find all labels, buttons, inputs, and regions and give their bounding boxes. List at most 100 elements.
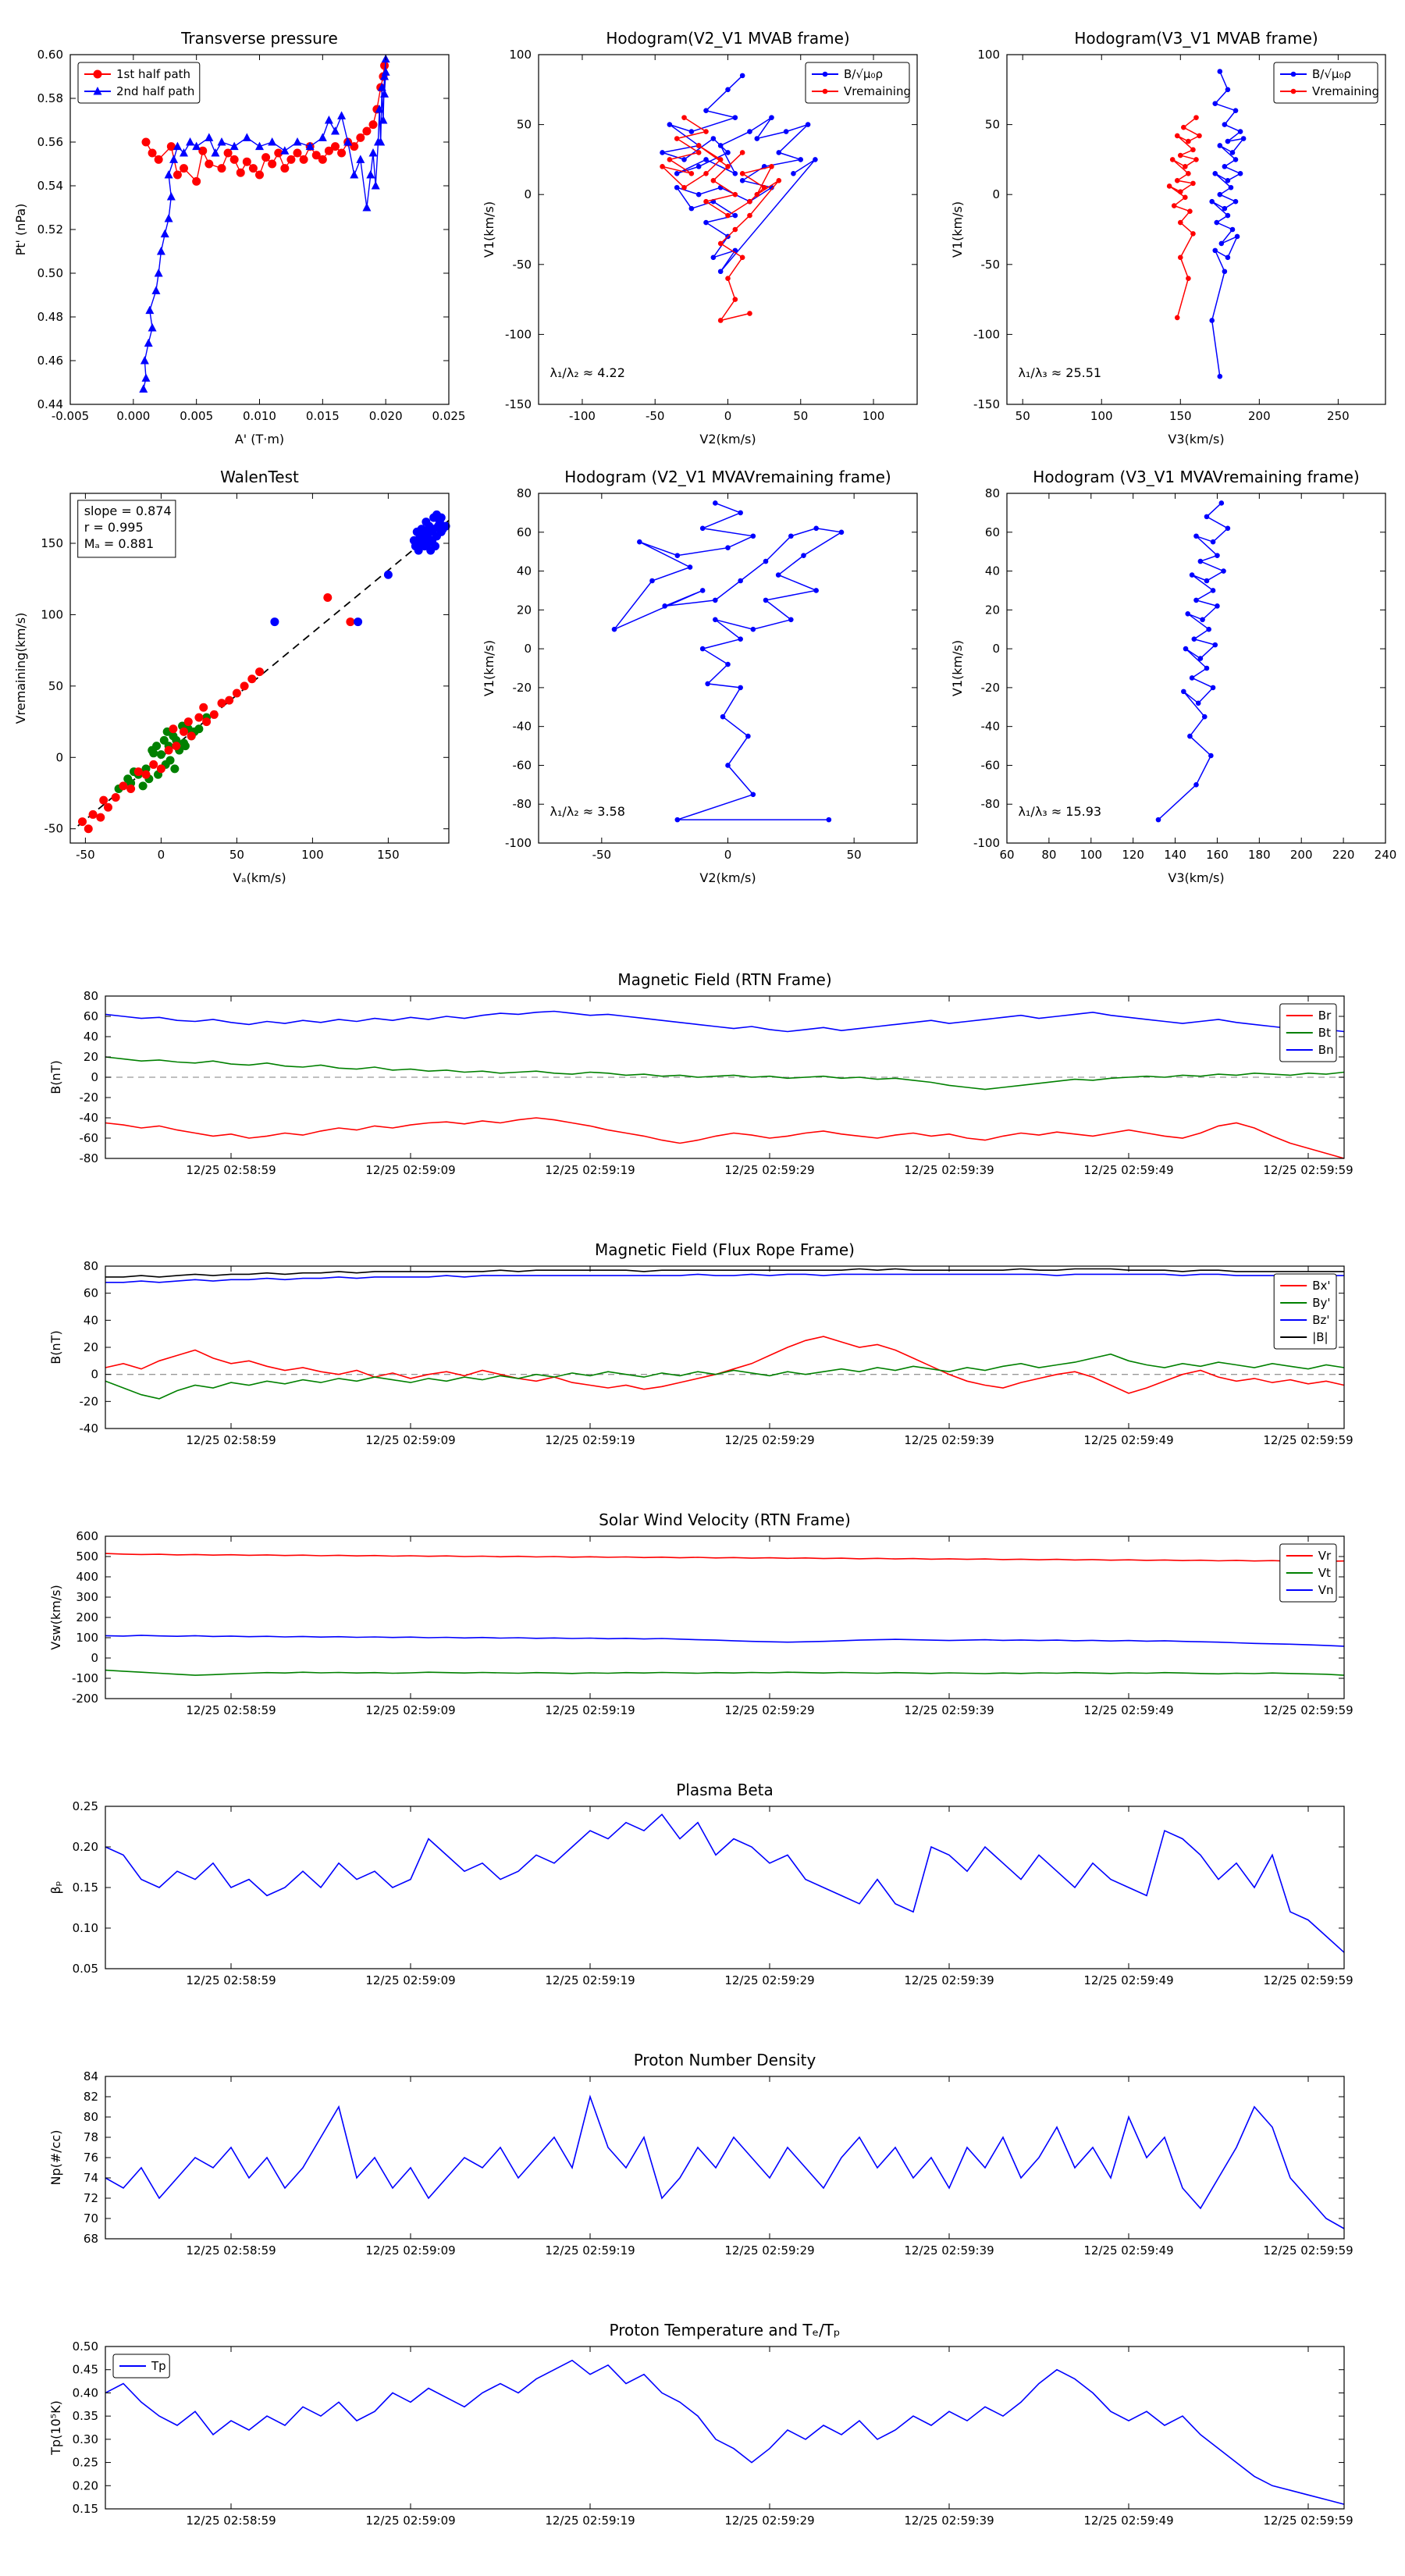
svg-text:100: 100 [41, 607, 63, 621]
svg-text:0: 0 [524, 187, 532, 201]
svg-text:0.54: 0.54 [37, 179, 63, 193]
svg-text:500: 500 [76, 1550, 98, 1564]
svg-text:120: 120 [1122, 848, 1144, 862]
svg-text:0.44: 0.44 [37, 397, 63, 411]
svg-text:-150: -150 [973, 397, 1000, 411]
svg-text:12/25 02:59:39: 12/25 02:59:39 [904, 2243, 994, 2258]
svg-text:0.25: 0.25 [73, 2456, 98, 2470]
svg-text:V3(km/s): V3(km/s) [1168, 432, 1224, 447]
svg-text:220: 220 [1332, 848, 1355, 862]
svg-text:50: 50 [229, 848, 244, 862]
svg-text:Br: Br [1318, 1009, 1332, 1023]
svg-text:70: 70 [84, 2211, 98, 2226]
svg-text:slope = 0.874: slope = 0.874 [84, 503, 172, 518]
svg-text:0.05: 0.05 [73, 1962, 98, 1976]
svg-text:0: 0 [91, 1070, 98, 1084]
svg-text:300: 300 [76, 1590, 98, 1604]
svg-text:12/25 02:58:59: 12/25 02:58:59 [186, 1433, 276, 1447]
svg-text:12/25 02:59:09: 12/25 02:59:09 [365, 1163, 455, 1177]
svg-text:Mₐ = 0.881: Mₐ = 0.881 [84, 536, 154, 551]
svg-text:Solar Wind Velocity (RTN Frame: Solar Wind Velocity (RTN Frame) [599, 1510, 851, 1529]
svg-text:Vremaining: Vremaining [844, 84, 911, 98]
svg-text:12/25 02:59:49: 12/25 02:59:49 [1083, 1973, 1173, 1987]
svg-text:B/√μ₀ρ: B/√μ₀ρ [844, 67, 883, 81]
svg-text:20: 20 [84, 1050, 98, 1064]
svg-text:20: 20 [84, 1340, 98, 1354]
svg-text:50: 50 [48, 679, 63, 693]
svg-text:-20: -20 [981, 681, 1001, 695]
svg-text:r = 0.995: r = 0.995 [84, 520, 144, 535]
svg-text:12/25 02:59:29: 12/25 02:59:29 [724, 1163, 814, 1177]
svg-text:B(nT): B(nT) [48, 1330, 63, 1364]
svg-text:Vn: Vn [1318, 1583, 1334, 1597]
svg-text:|B|: |B| [1312, 1330, 1328, 1344]
svg-text:100: 100 [76, 1631, 98, 1645]
svg-text:240: 240 [1375, 848, 1397, 862]
svg-text:Vr: Vr [1318, 1549, 1332, 1563]
svg-text:-150: -150 [505, 397, 532, 411]
svg-text:-100: -100 [973, 836, 1000, 850]
svg-text:-20: -20 [513, 681, 532, 695]
chart-transverse-pressure: -0.005 0.000 0.005 0.010 0.015 0.020 0.025 0.44… [0, 14, 468, 453]
chart-magnetic-field-rtn: 12/25 02:58:59 12/25 02:59:09 12/25 02:59:… [39, 960, 1366, 1188]
svg-text:V1(km/s): V1(km/s) [482, 640, 496, 696]
svg-text:-80: -80 [513, 797, 532, 811]
svg-text:0.15: 0.15 [73, 2502, 98, 2516]
svg-text:0.000: 0.000 [116, 409, 150, 423]
svg-text:Proton Number Density: Proton Number Density [634, 2051, 816, 2069]
svg-text:12/25 02:59:09: 12/25 02:59:09 [365, 1433, 455, 1447]
svg-text:0.005: 0.005 [180, 409, 213, 423]
svg-text:0.20: 0.20 [73, 1840, 98, 1854]
svg-text:0: 0 [724, 848, 732, 862]
svg-text:0.25: 0.25 [73, 1799, 98, 1813]
svg-text:0.60: 0.60 [37, 48, 63, 62]
svg-text:0: 0 [91, 1368, 98, 1382]
svg-text:150: 150 [377, 848, 400, 862]
svg-text:12/25 02:59:29: 12/25 02:59:29 [724, 1433, 814, 1447]
svg-text:Bt: Bt [1318, 1026, 1331, 1040]
svg-text:12/25 02:59:59: 12/25 02:59:59 [1263, 2514, 1353, 2528]
svg-text:12/25 02:58:59: 12/25 02:58:59 [186, 1973, 276, 1987]
svg-text:12/25 02:59:19: 12/25 02:59:19 [545, 1433, 635, 1447]
svg-text:Proton Temperature and Tₑ/Tₚ: Proton Temperature and Tₑ/Tₚ [610, 2321, 841, 2339]
svg-text:12/25 02:59:29: 12/25 02:59:29 [724, 1973, 814, 1987]
svg-text:-50: -50 [981, 258, 1001, 272]
chart-hodogram-v2v1-mvab: -100 -50 0 50 100 -150 -100 -50 0 50 100 Hodogram(V… [468, 14, 937, 453]
svg-text:0.58: 0.58 [37, 91, 63, 105]
svg-text:80: 80 [1041, 848, 1056, 862]
svg-text:0.020: 0.020 [369, 409, 403, 423]
svg-text:74: 74 [84, 2171, 98, 2185]
svg-text:12/25 02:58:59: 12/25 02:58:59 [186, 2243, 276, 2258]
svg-text:12/25 02:59:39: 12/25 02:59:39 [904, 2514, 994, 2528]
svg-text:V2(km/s): V2(km/s) [699, 432, 756, 447]
svg-text:12/25 02:58:59: 12/25 02:58:59 [186, 2514, 276, 2528]
svg-text:100: 100 [1080, 848, 1102, 862]
svg-text:Hodogram (V2_V1 MVAVremaining: Hodogram (V2_V1 MVAVremaining frame) [564, 468, 891, 486]
svg-text:80: 80 [985, 486, 1000, 500]
svg-text:12/25 02:59:49: 12/25 02:59:49 [1083, 2243, 1173, 2258]
svg-text:40: 40 [985, 564, 1000, 578]
svg-text:Vt: Vt [1318, 1566, 1331, 1580]
svg-text:80: 80 [517, 486, 532, 500]
svg-text:0.10: 0.10 [73, 1921, 98, 1935]
svg-text:-100: -100 [505, 836, 532, 850]
svg-text:40: 40 [517, 564, 532, 578]
svg-text:12/25 02:59:09: 12/25 02:59:09 [365, 2514, 455, 2528]
svg-text:A' (T·m): A' (T·m) [235, 432, 284, 447]
chart-hodogram-v3v1-mvab: 50 100 150 200 250 -150 -100 -50 0 50 100 Hodogram(… [937, 14, 1405, 453]
svg-text:-50: -50 [646, 409, 665, 423]
svg-text:0.48: 0.48 [37, 310, 63, 324]
svg-text:84: 84 [84, 2069, 98, 2083]
svg-text:Hodogram(V3_V1 MVAB frame): Hodogram(V3_V1 MVAB frame) [1074, 29, 1318, 48]
chart-proton-temperature: 12/25 02:58:59 12/25 02:59:09 12/25 02:59:… [39, 2311, 1366, 2539]
svg-text:λ₁/λ₃ ≈ 15.93: λ₁/λ₃ ≈ 15.93 [1019, 804, 1102, 819]
svg-text:12/25 02:59:49: 12/25 02:59:49 [1083, 2514, 1173, 2528]
svg-text:Transverse pressure: Transverse pressure [180, 29, 338, 48]
svg-text:Plasma Beta: Plasma Beta [676, 1781, 774, 1799]
svg-text:400: 400 [76, 1570, 98, 1584]
svg-text:12/25 02:59:19: 12/25 02:59:19 [545, 1163, 635, 1177]
svg-text:60: 60 [985, 525, 1000, 539]
svg-text:Tp: Tp [151, 2359, 166, 2373]
svg-text:Hodogram (V3_V1 MVAVremaining: Hodogram (V3_V1 MVAVremaining frame) [1033, 468, 1359, 486]
svg-text:12/25 02:59:39: 12/25 02:59:39 [904, 1703, 994, 1717]
